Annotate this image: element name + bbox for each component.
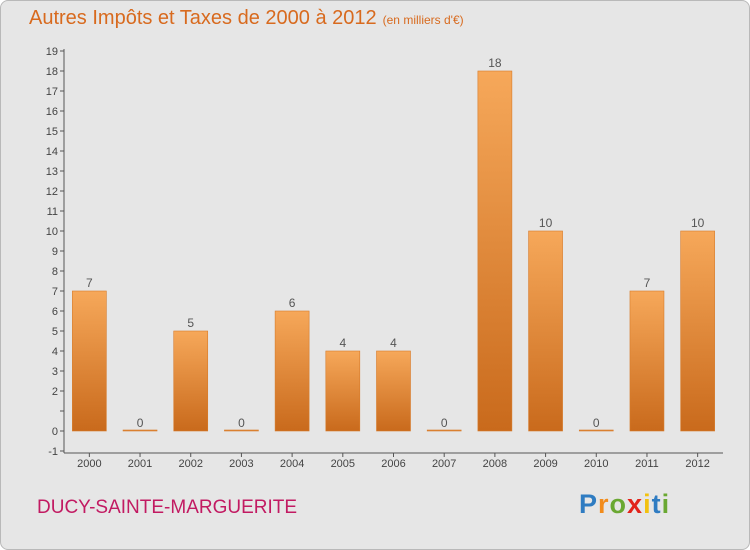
x-tick-label: 2006 — [381, 458, 405, 470]
x-tick-label: 2009 — [533, 458, 557, 470]
bar — [274, 310, 310, 432]
y-tick-label: 17 — [46, 86, 58, 98]
bar — [680, 230, 715, 432]
y-tick-label: 10 — [46, 226, 58, 238]
y-tick-label: -1 — [48, 446, 58, 458]
logo-letter: P — [579, 489, 599, 519]
value-labels: 7 0 5 0 6 4 4 0 18 10 0 7 10 — [86, 56, 705, 430]
bar — [173, 330, 209, 432]
bar — [578, 429, 614, 432]
x-tick-label: 2011 — [635, 458, 659, 470]
y-tick-label: 19 — [46, 46, 58, 58]
y-tick-label: 14 — [46, 146, 58, 158]
y-tick-label: 9 — [52, 246, 58, 258]
y-tick-label: 12 — [46, 186, 58, 198]
bar-value-label: 0 — [441, 416, 448, 430]
x-tick-label: 2004 — [280, 458, 304, 470]
bar — [528, 230, 563, 432]
bar-value-label: 6 — [289, 296, 296, 310]
commune-name: DUCY-SAINTE-MARGUERITE — [37, 497, 298, 518]
bar — [629, 290, 665, 432]
bars — [72, 70, 715, 432]
y-tick-label: 13 — [46, 166, 58, 178]
bar-value-label: 4 — [390, 336, 397, 350]
bar-value-label: 10 — [539, 216, 553, 230]
y-tick-label: 8 — [52, 266, 58, 278]
chart-title-text: Autres Impôts et Taxes de 2000 à 2012 — [29, 7, 377, 29]
x-tick-label: 2007 — [432, 458, 456, 470]
x-tick-label: 2001 — [128, 458, 152, 470]
bar-value-label: 18 — [488, 56, 502, 70]
x-tick-label: 2010 — [584, 458, 608, 470]
y-tick-label: 3 — [52, 366, 58, 378]
y-tick-label: 6 — [52, 306, 58, 318]
y-tick-label: 16 — [46, 106, 58, 118]
bar — [224, 429, 259, 432]
logo-letter: x — [627, 489, 644, 519]
bar — [376, 350, 411, 432]
logo-letter: i — [643, 489, 652, 519]
y-tick-label: 15 — [46, 126, 58, 138]
bar-value-label: 7 — [86, 276, 93, 290]
y-tick-label: 0 — [52, 426, 58, 438]
bar — [477, 70, 513, 432]
x-tick-label: 2005 — [331, 458, 355, 470]
bar-value-label: 0 — [137, 416, 144, 430]
logo-letter: r — [598, 489, 610, 519]
x-tick-label: 2012 — [685, 458, 709, 470]
chart-subtitle: (en milliers d'€) — [382, 13, 464, 27]
bar-value-label: 0 — [238, 416, 245, 430]
y-tick-label: 11 — [47, 206, 58, 218]
bar-value-label: 4 — [339, 336, 346, 350]
proxiti-logo: Proxiti — [579, 489, 670, 520]
y-tick-label: 18 — [46, 66, 58, 78]
logo-letter: o — [609, 489, 628, 519]
bar — [426, 429, 462, 432]
x-tick-label: 2002 — [178, 458, 202, 470]
chart-title: Autres Impôts et Taxes de 2000 à 2012 (en… — [29, 7, 464, 30]
bar-value-label: 5 — [187, 316, 194, 330]
bar-value-label: 0 — [593, 416, 600, 430]
logo-letter: t — [651, 489, 662, 519]
axes: -1 0 2 3 4 5 6 7 8 9 10 11 12 13 14 15 16 17 18 19 2000 2001 2… — [46, 46, 723, 470]
y-tick-label: 5 — [52, 326, 58, 338]
x-tick-label: 2008 — [483, 458, 507, 470]
bar — [122, 429, 158, 432]
logo-letter: i — [661, 489, 671, 519]
y-tick-label: 7 — [52, 286, 58, 298]
y-tick-label: 4 — [52, 346, 58, 358]
bar-value-label: 7 — [644, 276, 651, 290]
x-tick-label: 2003 — [229, 458, 253, 470]
y-tick-label: 2 — [52, 386, 58, 398]
bar — [72, 290, 107, 432]
bar-value-label: 10 — [691, 216, 705, 230]
x-tick-label: 2000 — [77, 458, 101, 470]
bar — [325, 350, 361, 432]
